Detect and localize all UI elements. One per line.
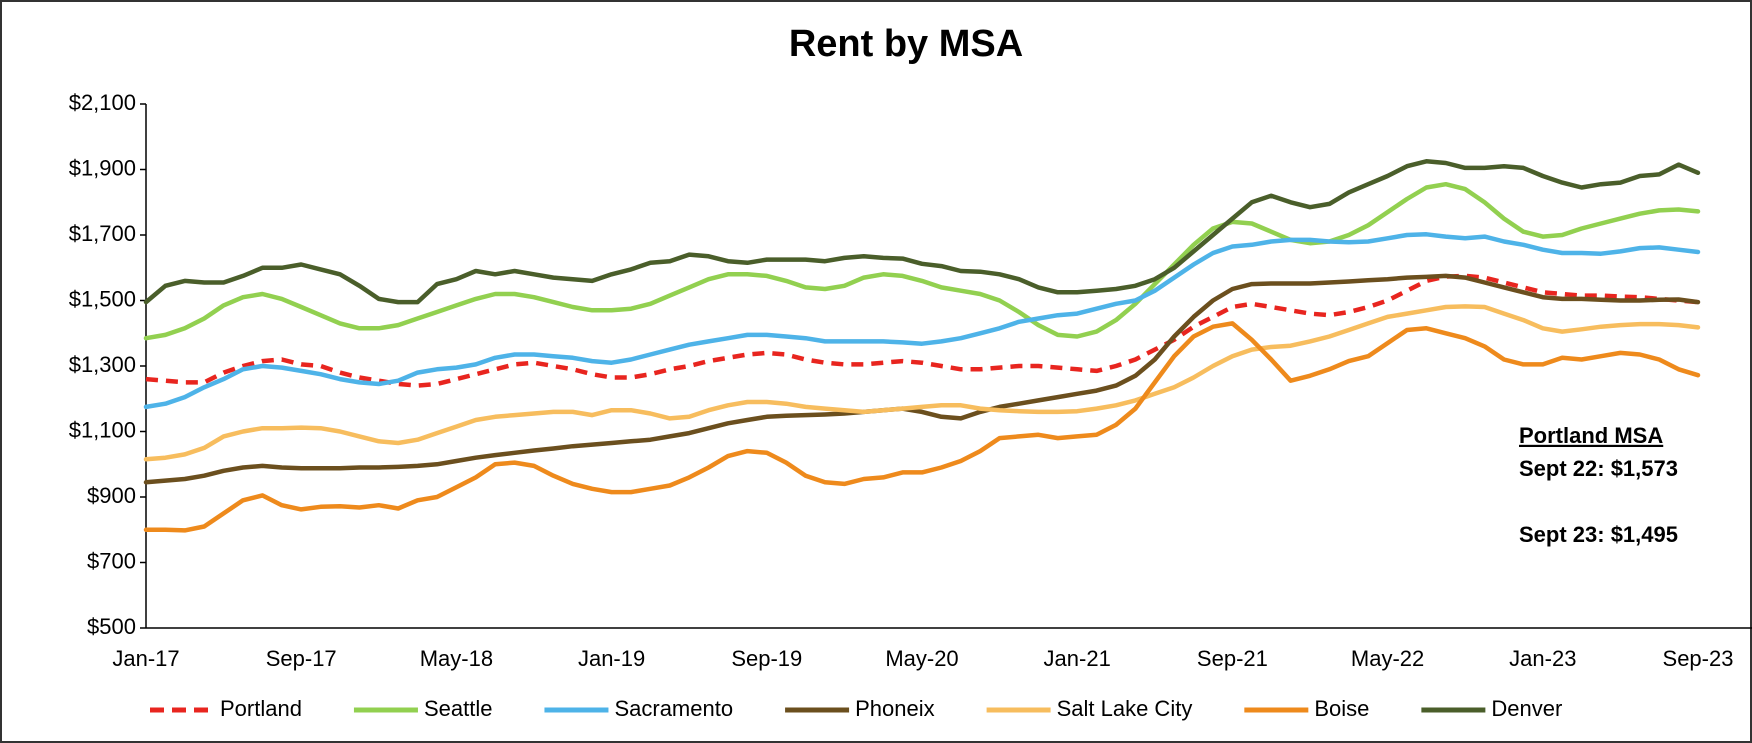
y-tick-label: $1,900 xyxy=(69,155,136,180)
x-tick-label: Jan-19 xyxy=(578,646,645,671)
legend-label: Phoneix xyxy=(855,696,935,721)
x-tick-label: May-20 xyxy=(885,646,958,671)
x-tick-label: Jan-21 xyxy=(1044,646,1111,671)
x-tick-label: Sep-23 xyxy=(1663,646,1734,671)
legend-label: Boise xyxy=(1314,696,1369,721)
y-tick-label: $500 xyxy=(87,614,136,639)
x-tick-label: May-18 xyxy=(420,646,493,671)
x-tick-label: Sep-17 xyxy=(266,646,337,671)
annotation: Sept 23: $1,495 xyxy=(1519,522,1678,547)
y-tick-label: $1,100 xyxy=(69,417,136,442)
x-tick-label: Sep-19 xyxy=(731,646,802,671)
annotation: Portland MSA xyxy=(1519,423,1663,448)
series-line xyxy=(143,304,1701,462)
series-line xyxy=(143,159,1701,305)
y-tick-label: $1,700 xyxy=(69,221,136,246)
y-tick-label: $2,100 xyxy=(69,90,136,115)
legend-label: Salt Lake City xyxy=(1057,696,1193,721)
legend-label: Seattle xyxy=(424,696,493,721)
y-tick-label: $1,500 xyxy=(69,286,136,311)
series-line xyxy=(145,273,1699,388)
x-tick-label: May-22 xyxy=(1351,646,1424,671)
y-tick-label: $1,300 xyxy=(69,352,136,377)
series-line xyxy=(143,181,1701,341)
series-line xyxy=(143,232,1701,410)
x-tick-label: Sep-21 xyxy=(1197,646,1268,671)
legend-label: Sacramento xyxy=(614,696,733,721)
y-tick-label: $900 xyxy=(87,483,136,508)
legend-label: Denver xyxy=(1491,696,1562,721)
x-tick-label: Jan-17 xyxy=(112,646,179,671)
annotation: Sept 22: $1,573 xyxy=(1519,456,1678,481)
chart-title: Rent by MSA xyxy=(789,23,1023,65)
x-tick-label: Jan-23 xyxy=(1509,646,1576,671)
legend-label: Portland xyxy=(220,696,302,721)
y-tick-label: $700 xyxy=(87,548,136,573)
series-line xyxy=(143,273,1701,485)
series-line xyxy=(143,321,1701,533)
